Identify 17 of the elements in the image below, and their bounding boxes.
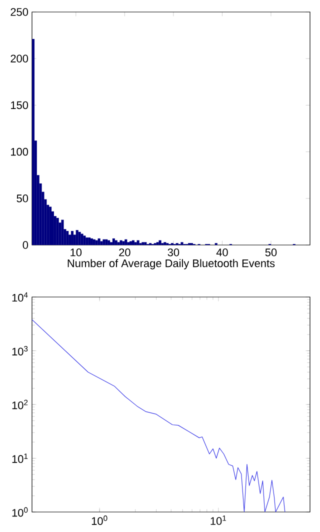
x-axis-title: Number of Average Daily Bluetooth Events	[68, 259, 275, 270]
x-tick-label: 40	[216, 248, 228, 256]
y-tick-label: 10$^{4}$	[12, 292, 28, 302]
y-tick-label: 10$^{0}$	[12, 507, 28, 517]
y-tick-label: 200	[10, 54, 28, 62]
y-tick-label: 50	[16, 194, 28, 202]
x-tick-label: 10	[70, 248, 82, 256]
x-tick-label: 50	[265, 248, 277, 256]
y-tick-label: 10$^{3}$	[12, 346, 28, 356]
y-tick-label: 100	[11, 148, 28, 156]
x-tick-label: 20	[119, 248, 130, 256]
y-tick-label: 10$^{1}$	[12, 454, 28, 463]
y-tick-label: 0	[22, 241, 28, 249]
y-tick-label: 250	[10, 8, 28, 16]
y-tick-label: 10$^{2}$	[12, 400, 28, 410]
y-tick-label: 150	[11, 101, 28, 110]
x-tick-label: 30	[168, 248, 180, 256]
